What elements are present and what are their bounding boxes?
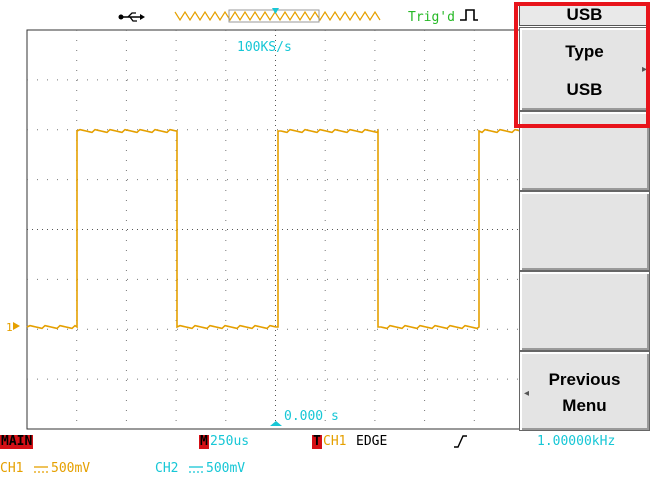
mode-label: MAIN <box>0 434 34 449</box>
trigger-time-marker <box>270 421 282 426</box>
ch2-label: CH2 <box>155 461 179 476</box>
ch1-ground-marker: 1 <box>6 321 13 334</box>
right-arrow-icon: ▸ <box>641 64 647 75</box>
type-value: USB <box>566 80 603 99</box>
previous-menu-softkey[interactable]: Previous Menu ◂ <box>519 351 650 431</box>
type-label: Type <box>565 42 604 61</box>
sample-rate-label: 100KS/s <box>237 40 292 55</box>
ch1-waveform <box>26 128 521 330</box>
graticule-grid <box>27 30 524 429</box>
menu-title: USB <box>519 4 650 26</box>
rising-pulse-icon <box>460 9 478 21</box>
ch1-dc-coupling-icon <box>34 466 48 473</box>
graticule-frame <box>26 29 525 430</box>
softkey-4[interactable] <box>519 191 650 271</box>
ch1-scale: 500mV <box>51 461 91 476</box>
frequency-readout: 1.00000kHz <box>537 434 616 449</box>
trigger-position-marker <box>272 8 279 14</box>
ch1-ground-arrow <box>13 322 20 330</box>
softkey-5[interactable] <box>519 271 650 351</box>
main-timebase-badge: M <box>199 434 209 449</box>
memory-waveform-icon <box>174 10 381 22</box>
usb-connected-icon <box>118 12 145 22</box>
timebase-value: 250us <box>210 434 250 449</box>
menu-label: Menu <box>562 396 607 415</box>
rising-slope-icon <box>454 435 467 448</box>
ch1-label: CH1 <box>0 461 24 476</box>
softkey-3[interactable] <box>519 111 650 191</box>
ch2-dc-coupling-icon <box>189 466 203 473</box>
trigger-type: EDGE <box>356 434 388 449</box>
previous-label: Previous <box>548 370 621 389</box>
type-softkey[interactable]: Type USB ▸ <box>519 27 650 111</box>
ch2-scale: 500mV <box>206 461 246 476</box>
ch1-trace-path <box>26 128 521 330</box>
trigger-badge: T <box>312 434 322 449</box>
trigger-offset-label: 0.000 s <box>284 409 339 424</box>
trigger-source: CH1 <box>323 434 347 449</box>
left-arrow-icon: ◂ <box>524 388 530 399</box>
trigger-status: Trig'd <box>408 10 455 25</box>
